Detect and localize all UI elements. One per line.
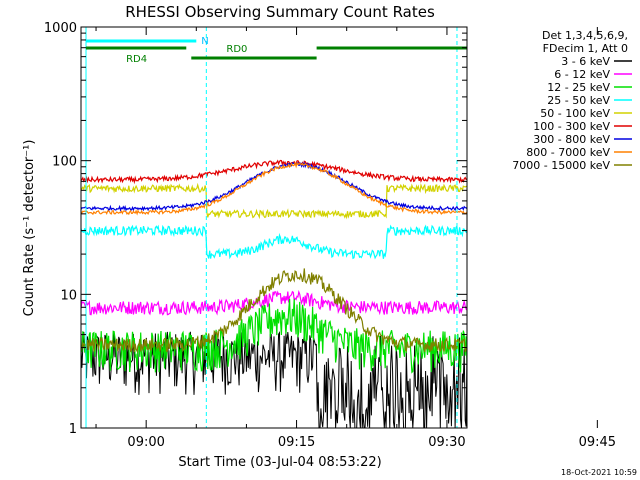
flag-label-rd0: RD0: [226, 44, 247, 55]
series-line-50-100-kev: [81, 182, 467, 220]
flag-label-n: N: [201, 36, 208, 47]
series-line-12-25-kev: [81, 298, 467, 374]
flag-label-rd4: RD4: [126, 54, 147, 65]
y-tick-label: 10: [60, 288, 77, 303]
series-line-7000-15000-kev: [81, 268, 467, 353]
legend-entry-label: 3 - 6 keV: [561, 55, 610, 68]
chart-title: RHESSI Observing Summary Count Rates: [125, 3, 435, 21]
generation-timestamp: 18-Oct-2021 10:59: [561, 468, 637, 477]
legend-entry-label: 300 - 800 keV: [533, 133, 610, 146]
series-line-6-12-kev: [81, 289, 467, 316]
legend-entry-label: 6 - 12 keV: [554, 68, 610, 81]
y-axis: 1 10 100 1000: [44, 21, 467, 437]
plot-frame: [80, 26, 468, 429]
legend-header-line-2: FDecim 1, Att 0: [543, 42, 628, 55]
series-line-800-7000-kev: [81, 161, 467, 216]
x-tick-label: 09:45: [579, 435, 616, 450]
y-tick-label: 1: [69, 422, 77, 437]
x-tick-label: 09:30: [428, 435, 465, 450]
series-line-100-300-kev: [81, 159, 467, 185]
series-line-300-800-kev: [81, 161, 467, 212]
legend-entry-label: 800 - 7000 keV: [526, 146, 610, 159]
x-axis-title: Start Time (03-Jul-04 08:53:22): [178, 455, 381, 470]
legend-entry-label: 100 - 300 keV: [533, 120, 610, 133]
legend-header-line-1: Det 1,3,4,5,6,9,: [542, 29, 628, 42]
legend-entry-label: 12 - 25 keV: [547, 81, 610, 94]
x-tick-label: 09:15: [278, 435, 315, 450]
y-tick-label: 100: [52, 155, 77, 170]
series-line-25-50-kev: [81, 224, 467, 260]
legend-entry-label: 50 - 100 keV: [540, 107, 610, 120]
plot-area: [81, 27, 467, 428]
y-axis-title: Count Rate (s⁻¹ detector⁻¹): [22, 140, 37, 317]
legend-entry-label: 7000 - 15000 keV: [512, 159, 610, 172]
legend-entry-label: 25 - 50 keV: [547, 94, 610, 107]
x-tick-label: 09:00: [127, 435, 164, 450]
y-tick-label: 1000: [44, 21, 77, 36]
legend: Det 1,3,4,5,6,9, FDecim 1, Att 0 3 - 6 k…: [512, 29, 632, 172]
